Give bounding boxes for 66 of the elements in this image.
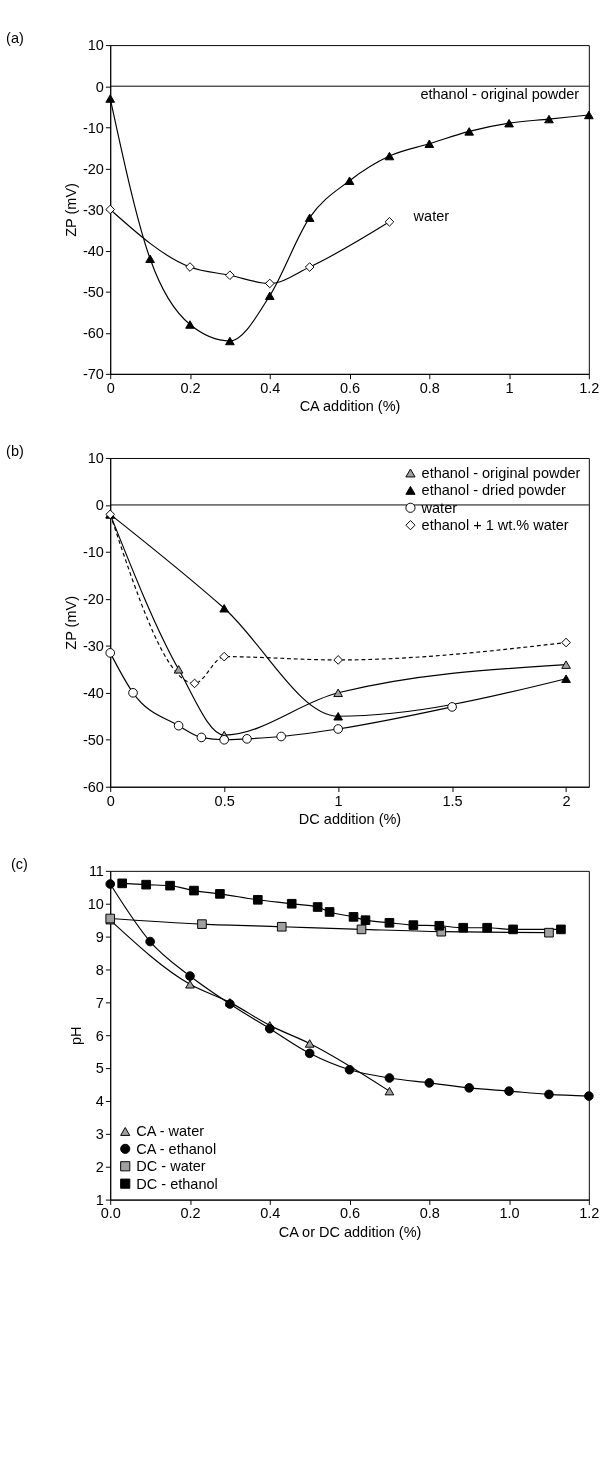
y-tick-label: 5 <box>95 1060 104 1077</box>
y-tick-label: -30 <box>82 638 104 655</box>
legend-label: water <box>420 499 458 516</box>
y-tick-label: 6 <box>95 1027 104 1044</box>
y-tick-label: 8 <box>95 961 104 978</box>
y-tick-label: -20 <box>82 160 104 177</box>
x-tick-label: 0.0 <box>100 1205 121 1222</box>
y-tick-label: -40 <box>82 685 104 702</box>
y-tick-label: -70 <box>82 366 104 383</box>
y-axis-title: ZP (mV) <box>63 596 80 650</box>
x-tick-label: 0.8 <box>419 1205 440 1222</box>
y-tick-label: 10 <box>87 896 104 913</box>
y-tick-label: -60 <box>82 779 104 796</box>
series-label: water <box>412 207 450 224</box>
x-tick-label: 0.6 <box>339 379 361 396</box>
legend-label: CA - ethanol <box>136 1140 217 1157</box>
y-tick-label: 10 <box>87 37 104 54</box>
chart-title: (b) <box>6 443 24 460</box>
x-tick-label: 1.2 <box>579 379 600 396</box>
chart-title: (c) <box>10 855 28 872</box>
x-tick-label: 0.2 <box>180 379 201 396</box>
y-tick-label: -20 <box>82 591 104 608</box>
x-tick-label: 2 <box>562 792 571 809</box>
y-tick-label: 3 <box>95 1126 104 1143</box>
y-tick-label: 11 <box>88 863 104 880</box>
legend-label: ethanol + 1 wt.% water <box>421 517 569 534</box>
y-axis-title: pH <box>68 1026 85 1045</box>
x-tick-label: 1 <box>334 792 343 809</box>
legend-label: CA - water <box>136 1123 205 1140</box>
y-tick-label: 2 <box>95 1159 104 1176</box>
y-tick-label: -10 <box>82 544 104 561</box>
y-tick-label: 10 <box>87 450 104 467</box>
x-tick-label: 1.0 <box>499 1205 520 1222</box>
legend-label: ethanol - original powder <box>421 464 581 481</box>
x-tick-label: 0.8 <box>419 379 440 396</box>
x-tick-label: 0.4 <box>260 1205 281 1222</box>
y-tick-label: 0 <box>95 78 104 95</box>
y-tick-label: -50 <box>82 283 104 300</box>
x-tick-label: 0.5 <box>214 792 235 809</box>
chart-title: (a) <box>6 30 24 47</box>
y-tick-label: -30 <box>82 201 104 218</box>
x-tick-label: 1 <box>505 379 514 396</box>
y-tick-label: 4 <box>95 1093 104 1110</box>
x-tick-label: 0.2 <box>180 1205 201 1222</box>
legend-label: DC - ethanol <box>136 1175 218 1192</box>
x-axis-title: CA addition (%) <box>299 398 401 415</box>
y-tick-label: -10 <box>82 119 104 136</box>
legend-label: ethanol - dried powder <box>421 482 567 499</box>
x-axis-title: CA or DC addition (%) <box>278 1223 422 1240</box>
y-tick-label: 7 <box>95 994 104 1011</box>
series-label: ethanol - original powder <box>420 85 580 102</box>
legend-label: DC - water <box>136 1158 206 1175</box>
x-tick-label: 1.2 <box>579 1205 600 1222</box>
y-tick-label: -60 <box>82 325 104 342</box>
y-tick-label: -50 <box>82 732 104 749</box>
x-tick-label: 1.5 <box>442 792 463 809</box>
x-tick-label: 0 <box>106 379 115 396</box>
x-axis-title: DC addition (%) <box>298 810 402 827</box>
x-tick-label: 0 <box>106 792 115 809</box>
x-tick-label: 0.6 <box>339 1205 361 1222</box>
y-tick-label: 0 <box>95 497 104 514</box>
x-tick-label: 0.4 <box>260 379 281 396</box>
y-tick-label: 9 <box>95 928 104 945</box>
y-tick-label: 1 <box>95 1191 104 1208</box>
y-tick-label: -40 <box>82 242 104 259</box>
y-axis-title: ZP (mV) <box>63 183 80 237</box>
